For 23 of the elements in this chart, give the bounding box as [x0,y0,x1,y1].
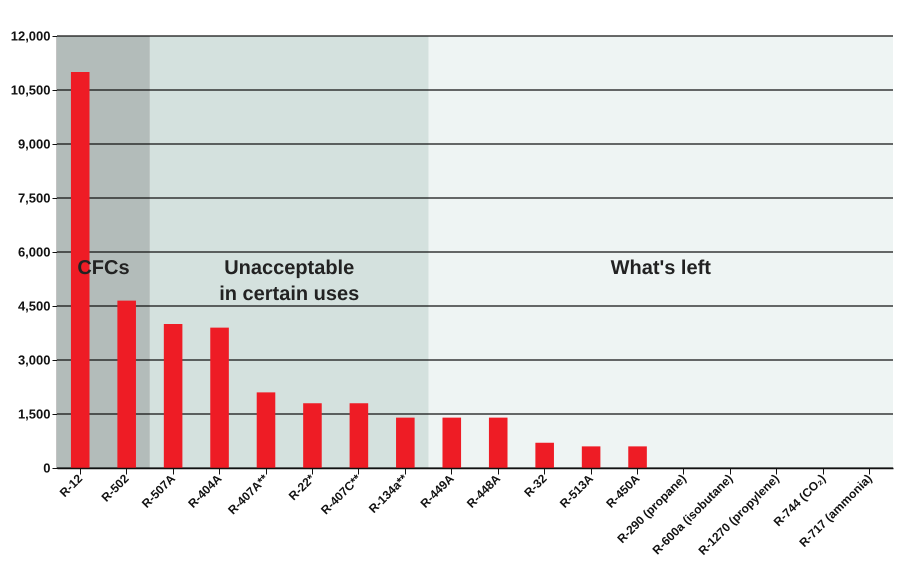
y-tick-label: 3,000 [18,352,50,368]
bar [442,418,462,468]
bar [256,392,276,468]
y-tick-label: 4,500 [18,298,50,314]
bar [628,446,647,468]
y-tick-label: 1,500 [18,406,50,422]
bar [303,403,322,468]
y-tick-label: 9,000 [18,136,50,152]
bar [350,403,368,468]
band-label: What's left [610,257,712,279]
bar [164,324,182,468]
bar [117,300,136,468]
y-tick-label: 7,500 [18,190,50,206]
bar [535,442,554,468]
y-tick-label: 12,000 [10,28,50,44]
bar [210,328,229,468]
y-tick-label: 0 [43,460,50,476]
bar [396,418,415,468]
bar [488,418,508,468]
band-label: Unacceptable in certain uses [219,257,360,305]
bar [582,446,600,468]
y-tick-label: 6,000 [18,244,50,260]
y-tick-label: 10,500 [10,82,50,98]
